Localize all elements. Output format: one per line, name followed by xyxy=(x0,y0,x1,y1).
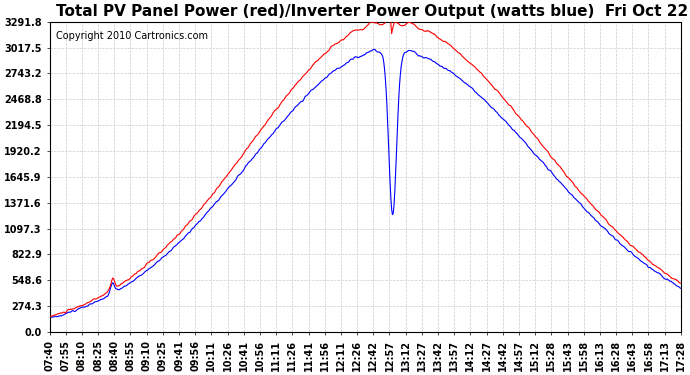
Text: Copyright 2010 Cartronics.com: Copyright 2010 Cartronics.com xyxy=(56,31,208,41)
Text: Total PV Panel Power (red)/Inverter Power Output (watts blue)  Fri Oct 22 17:34: Total PV Panel Power (red)/Inverter Powe… xyxy=(56,4,690,19)
